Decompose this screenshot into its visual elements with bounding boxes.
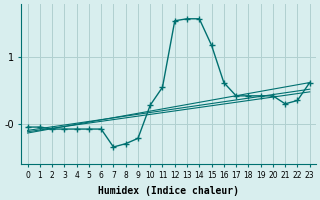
X-axis label: Humidex (Indice chaleur): Humidex (Indice chaleur) — [98, 186, 239, 196]
